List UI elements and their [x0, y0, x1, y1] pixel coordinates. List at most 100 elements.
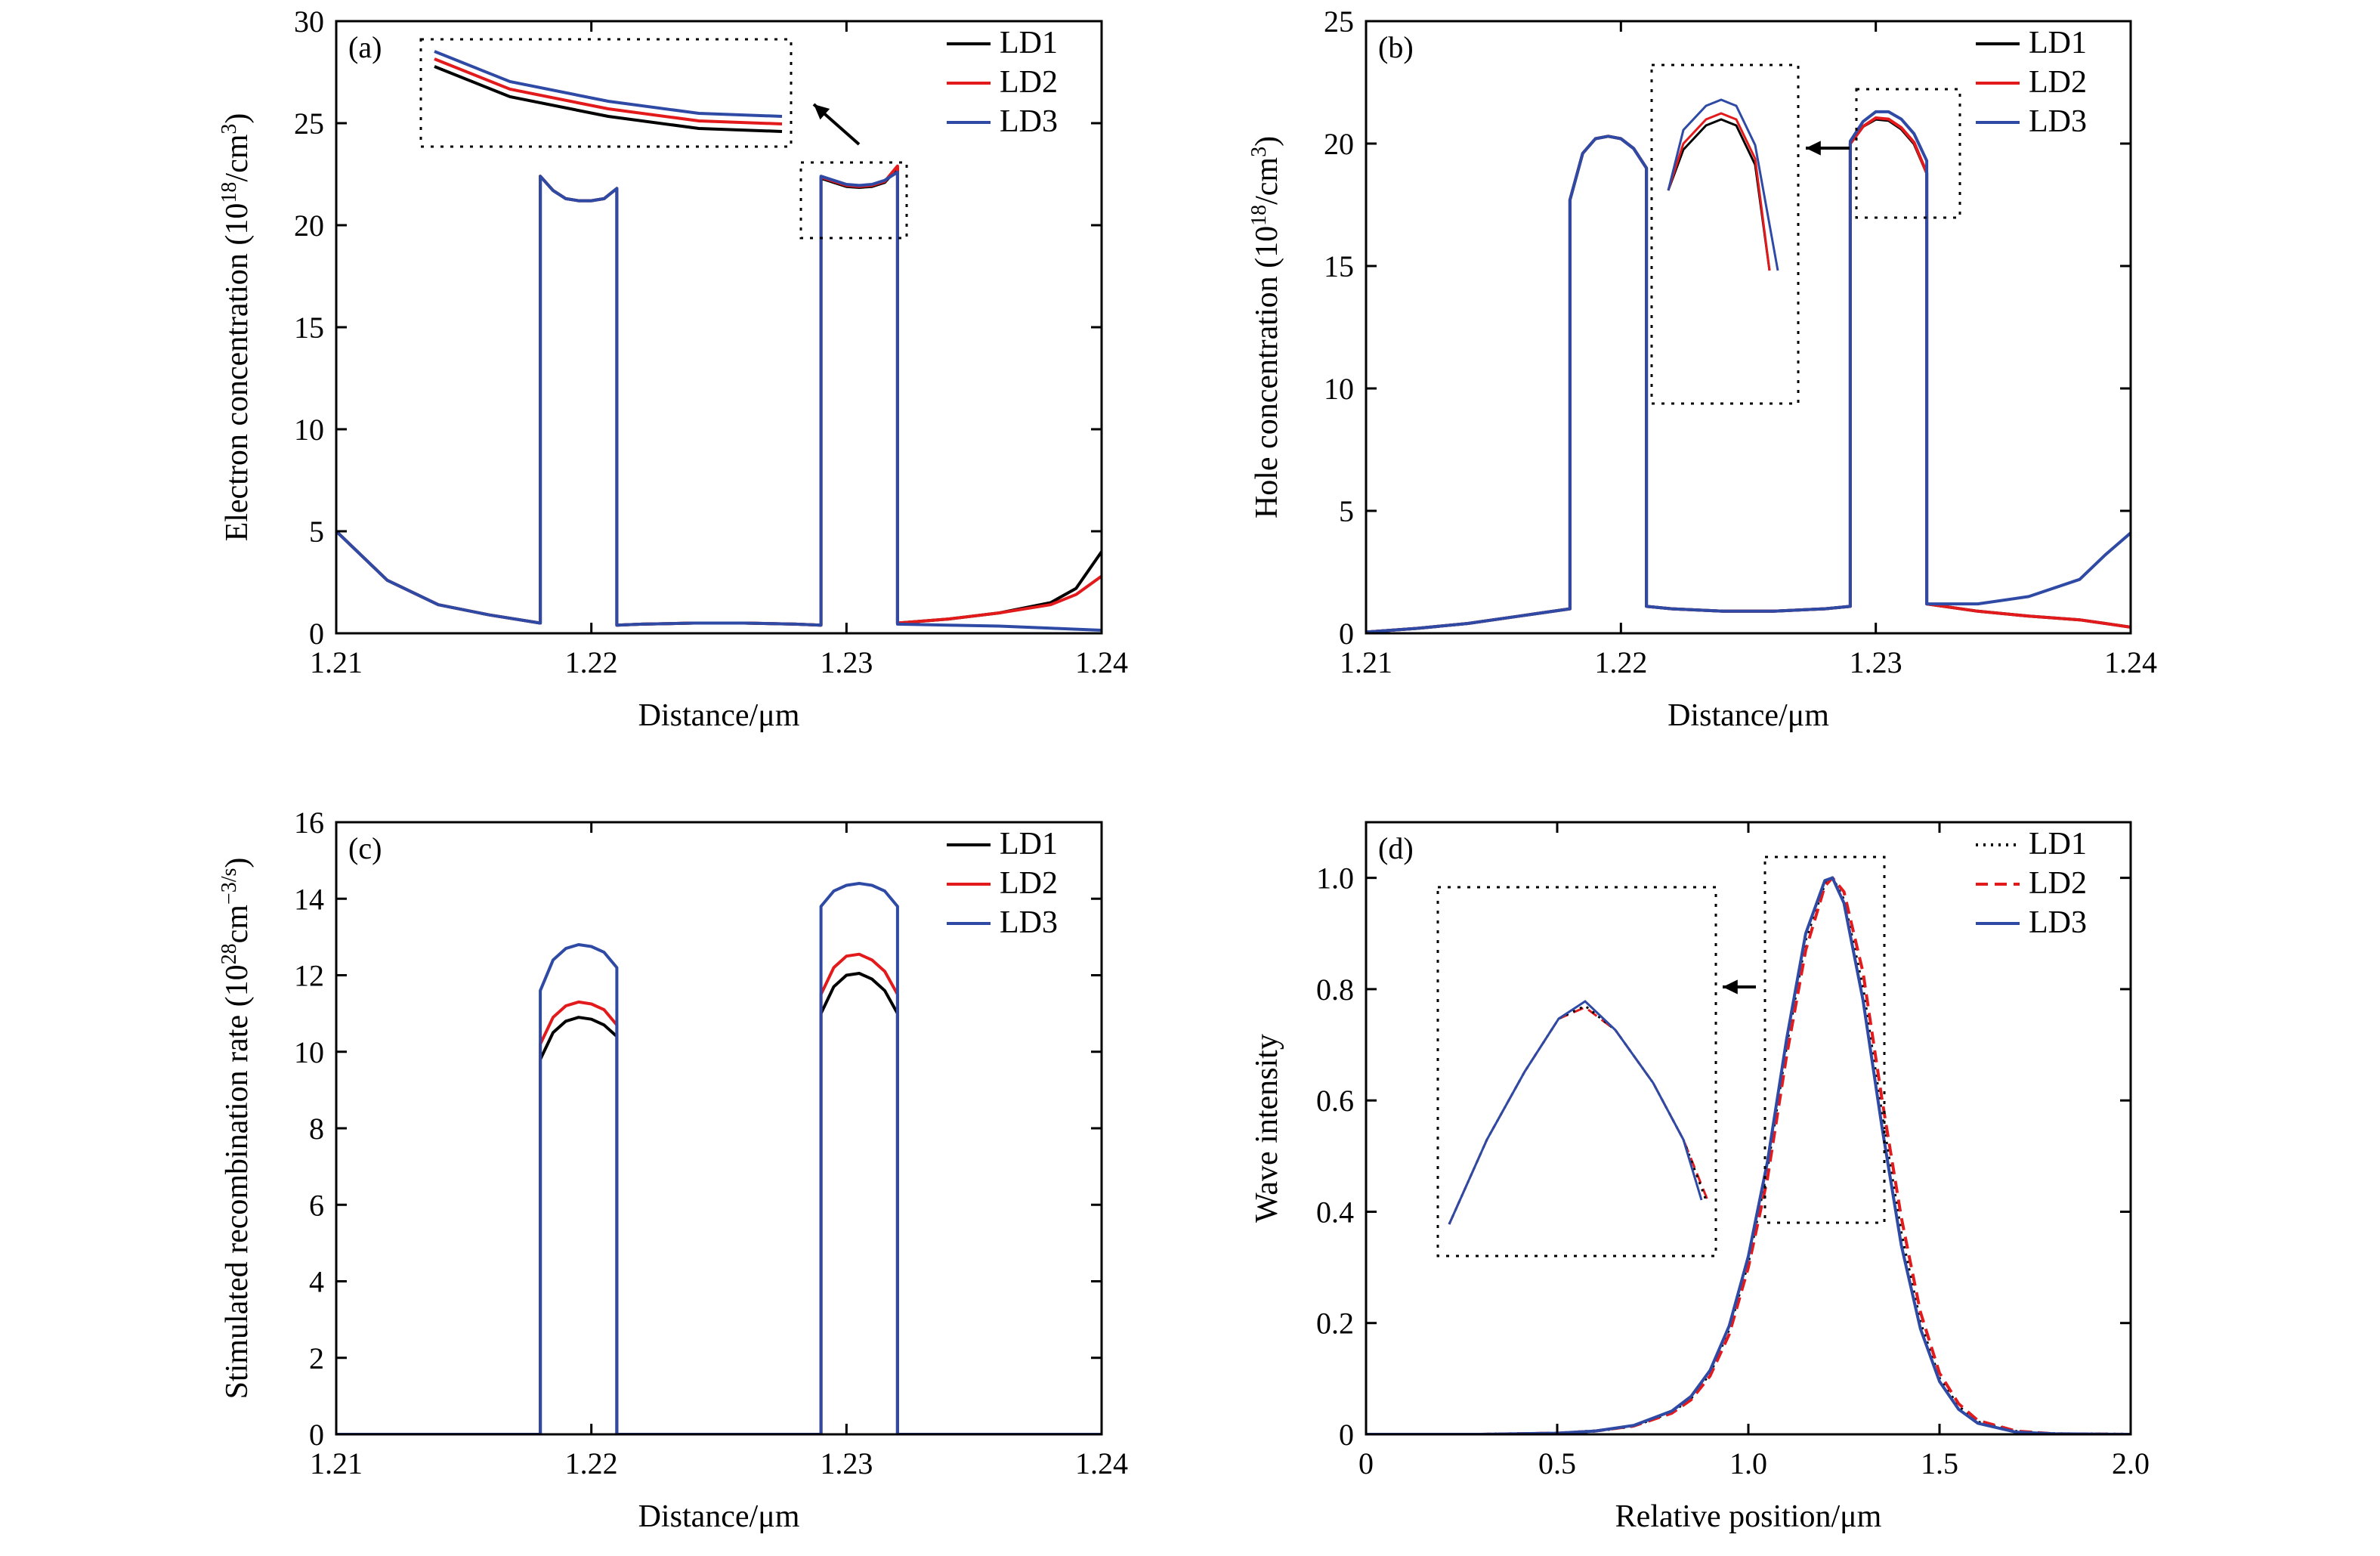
series-line-ld3 [336, 170, 1102, 632]
legend-label-ld2: LD2 [2029, 65, 2087, 100]
panel-b: 1.21 1.22 1.23 1.24 0 5 10 15 20 25 Distance/μm Hol… [1247, 5, 2158, 733]
legend-label-ld1: LD1 [2029, 26, 2087, 60]
y-axis-label: Hole concentration (1018/cm3) [1247, 136, 1285, 518]
legend-label-ld3: LD3 [1000, 905, 1058, 940]
inset-arrowhead [1723, 979, 1738, 995]
inset-line [434, 50, 783, 118]
x-axis-label: Distance/μm [638, 698, 800, 733]
x-tick-label: 1.21 [310, 645, 363, 679]
x-axis-label: Distance/μm [638, 1499, 800, 1534]
inset-line [1448, 1004, 1708, 1225]
y-tick-label: 15 [294, 311, 324, 345]
x-tick-label: 1.23 [1850, 645, 1902, 679]
inset-frame [1436, 886, 1717, 1257]
y-tick-label: 16 [294, 806, 324, 840]
y-tick-label: 8 [309, 1112, 324, 1146]
x-tick-label: 1.21 [310, 1446, 363, 1480]
panel-label: (d) [1378, 831, 1414, 865]
x-tick-label: 0.5 [1538, 1446, 1576, 1480]
panel-label: (b) [1378, 30, 1414, 64]
y-tick-label: 20 [1324, 127, 1354, 161]
x-tick-label: 2.0 [2112, 1446, 2150, 1480]
series-group [1366, 110, 2131, 633]
y-tick-label: 2 [309, 1341, 324, 1375]
y-tick-label: 10 [294, 413, 324, 447]
series-group [336, 164, 1102, 632]
y-axis-label: Electron concentration (1018/cm3) [218, 113, 255, 542]
plot-frame [1365, 20, 2132, 635]
inset-line [1667, 98, 1779, 271]
legend-label-ld1: LD1 [1000, 26, 1058, 60]
x-axis-label: Distance/μm [1668, 698, 1829, 733]
series-line-ld1 [1366, 117, 2131, 633]
y-axis-label: Stimulated recombination rate (1028cm−3/… [218, 858, 255, 1400]
y-tick-label: 0.8 [1316, 973, 1354, 1007]
y-tick-label: 0 [1339, 1418, 1354, 1452]
panel-d: 0 0.5 1.0 1.5 2.0 0 0.2 0.4 0.6 0.8 1.0 Relative po… [1250, 821, 2150, 1534]
x-tick-label: 1.23 [820, 1446, 873, 1480]
y-tick-label: 1.0 [1316, 862, 1354, 896]
x-tick-label: 1.22 [1594, 645, 1647, 679]
y-tick-label: 30 [294, 5, 324, 39]
y-tick-label: 0 [309, 617, 324, 651]
legend-label-ld3: LD3 [2029, 905, 2087, 940]
inset-line [1448, 1000, 1703, 1225]
panel-label: (a) [348, 30, 382, 64]
x-tick-label: 0 [1358, 1446, 1374, 1480]
x-tick-label: 1.24 [1075, 645, 1128, 679]
legend-label-ld2: LD2 [1000, 866, 1058, 901]
y-tick-label: 14 [294, 882, 324, 916]
series-line-ld1 [336, 972, 1102, 1434]
x-tick-label: 1.0 [1729, 1446, 1767, 1480]
x-tick-label: 1.22 [565, 645, 618, 679]
zoom-box [1763, 855, 1886, 1224]
y-tick-label: 4 [309, 1265, 324, 1299]
y-tick-label: 5 [309, 515, 324, 549]
series-group [1366, 876, 2131, 1434]
inset-frame [419, 38, 793, 148]
y-tick-label: 10 [1324, 372, 1354, 406]
series-line-ld1 [336, 166, 1102, 627]
panel-a: 1.21 1.22 1.23 1.24 0 5 10 15 20 25 30 Distance/μm E… [218, 5, 1129, 733]
plot-frame [335, 821, 1103, 1436]
inset-line [1667, 112, 1771, 271]
panel-c: 1.21 1.22 1.23 1.24 0 2 4 6 8 10 12 14 16 Distance/μm… [218, 806, 1129, 1534]
legend-label-ld3: LD3 [2029, 104, 2087, 139]
x-axis-label: Relative position/μm [1615, 1499, 1882, 1534]
y-tick-label: 0.2 [1316, 1307, 1354, 1341]
y-tick-label: 20 [294, 209, 324, 243]
x-tick-label: 1.21 [1340, 645, 1392, 679]
y-tick-label: 5 [1339, 494, 1354, 528]
y-tick-label: 0 [1339, 617, 1354, 651]
inset-arrowhead [814, 104, 830, 120]
series-line-ld2 [336, 952, 1102, 1434]
panel-label: (c) [348, 831, 382, 865]
zoom-box [1855, 88, 1961, 219]
series-line-ld2 [336, 164, 1102, 627]
y-tick-label: 0.4 [1316, 1195, 1354, 1229]
x-tick-label: 1.24 [1075, 1446, 1128, 1480]
y-tick-label: 6 [309, 1188, 324, 1222]
x-tick-label: 1.24 [2104, 645, 2157, 679]
series-line-ld3 [336, 882, 1102, 1434]
zoom-box [799, 161, 908, 240]
inset-line [1448, 1006, 1709, 1225]
x-tick-label: 1.5 [1921, 1446, 1958, 1480]
x-tick-label: 1.22 [565, 1446, 618, 1480]
y-tick-label: 15 [1324, 249, 1354, 283]
y-tick-label: 25 [294, 107, 324, 141]
legend-label-ld2: LD2 [2029, 866, 2087, 901]
legend-label-ld1: LD1 [2029, 827, 2087, 862]
inset-arrowhead [1806, 141, 1821, 156]
series-group [336, 882, 1102, 1434]
inset-line [434, 65, 783, 133]
y-tick-label: 10 [294, 1035, 324, 1069]
x-tick-label: 1.23 [820, 645, 873, 679]
y-tick-label: 25 [1324, 5, 1354, 39]
series-line-ld3 [1366, 110, 2131, 633]
series-line-ld2 [1366, 116, 2131, 633]
y-axis-label: Wave intensity [1250, 1034, 1284, 1223]
y-tick-label: 12 [294, 959, 324, 993]
inset-frame [1650, 63, 1800, 405]
